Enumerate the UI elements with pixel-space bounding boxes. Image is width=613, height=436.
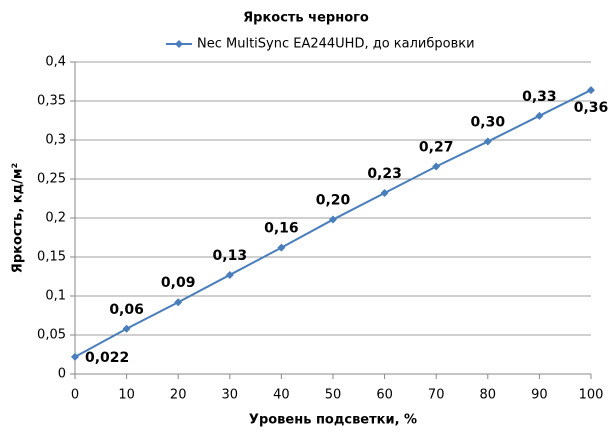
data-point (535, 111, 544, 120)
data-label: 0,16 (264, 221, 299, 237)
y-tick-label: 0,1 (45, 289, 66, 304)
data-label: 0,06 (109, 302, 144, 318)
y-tick-label: 0,4 (45, 55, 66, 70)
data-label: 0,27 (419, 140, 454, 156)
data-label: 0,23 (367, 166, 402, 182)
x-tick-label: 70 (428, 388, 445, 403)
x-tick-label: 20 (170, 388, 187, 403)
x-tick-label: 30 (222, 388, 239, 403)
legend-marker (175, 40, 183, 48)
data-point (225, 270, 234, 279)
data-point (329, 215, 337, 224)
x-tick-label: 80 (480, 388, 497, 403)
y-tick-label: 0,15 (37, 250, 66, 265)
x-tick-label: 60 (376, 388, 393, 403)
x-tick-label: 0 (71, 388, 79, 403)
data-label: 0,30 (471, 115, 506, 131)
x-tick-label: 40 (273, 388, 290, 403)
x-tick-label: 50 (325, 388, 342, 403)
data-label: 0,022 (85, 350, 129, 366)
data-point (277, 243, 286, 252)
legend-label: Nec MultiSync EA244UHD, до калибровки (197, 37, 475, 52)
x-tick-label: 10 (118, 388, 135, 403)
data-label: 0,36 (574, 100, 609, 116)
data-point (174, 298, 183, 307)
y-tick-label: 0 (58, 367, 66, 382)
y-axis-label: Яркость, кд/м² (11, 163, 26, 273)
y-tick-label: 0,35 (37, 94, 66, 109)
data-point (71, 352, 79, 361)
data-label: 0,09 (161, 275, 196, 291)
y-tick-label: 0,3 (45, 133, 66, 148)
data-point (380, 189, 389, 198)
data-point (483, 137, 492, 146)
data-point (587, 86, 595, 95)
data-label: 0,33 (522, 89, 557, 105)
x-axis-label: Уровень подсветки, % (249, 413, 417, 428)
chart-title: Яркость черного (243, 11, 369, 26)
data-label: 0,20 (316, 193, 351, 209)
x-tick-label: 100 (579, 388, 604, 403)
y-tick-label: 0,05 (37, 328, 66, 343)
x-tick-label: 90 (531, 388, 548, 403)
data-point (432, 162, 441, 171)
y-tick-label: 0,2 (45, 211, 66, 226)
data-point (122, 324, 131, 333)
y-tick-label: 0,25 (37, 172, 66, 187)
data-label: 0,13 (213, 248, 248, 264)
